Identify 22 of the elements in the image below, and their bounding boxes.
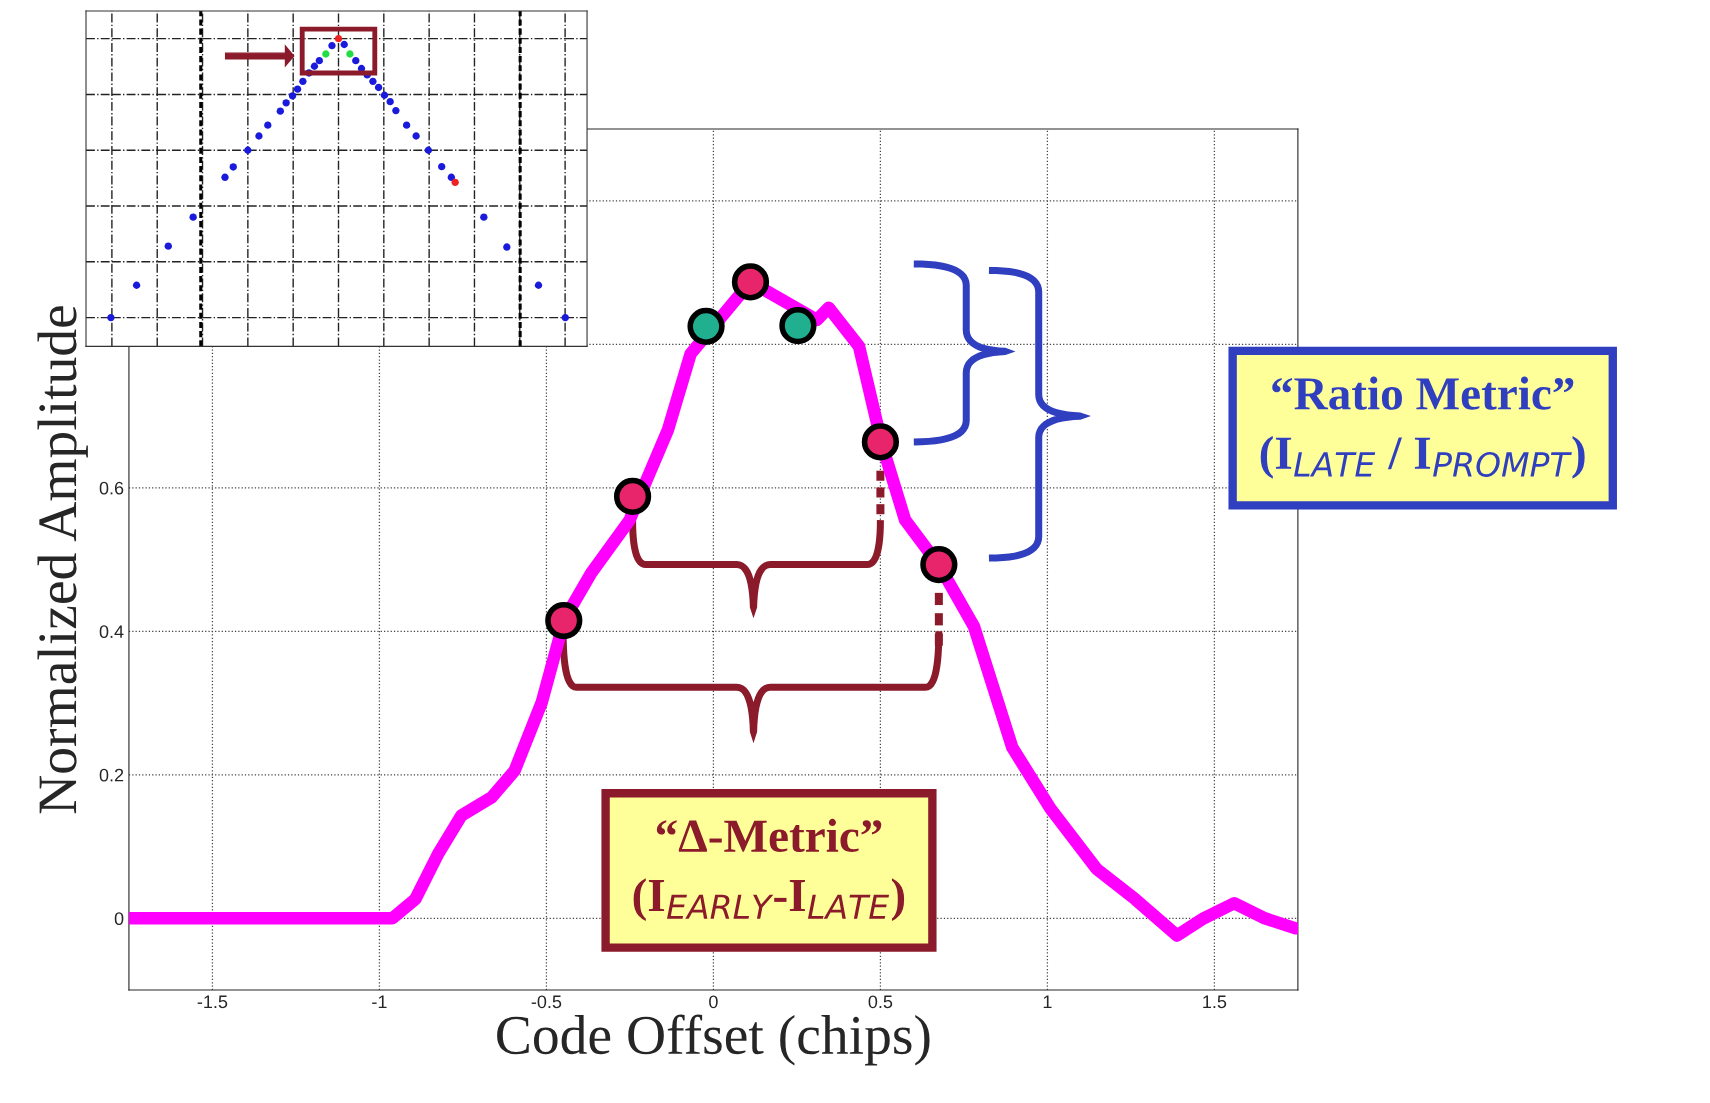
x-tick-label: 1 xyxy=(1043,995,1052,1008)
point xyxy=(545,601,583,640)
y-tick-label: 0.2 xyxy=(99,768,124,782)
annotation: “Ratio Metric” (I$_{LATE}$ / I$_{PROMPT}$) xyxy=(1260,376,1585,479)
x-tick-label: -0.5 xyxy=(531,995,562,1009)
point xyxy=(613,477,652,516)
point xyxy=(861,423,900,461)
x-tick-label: -1.5 xyxy=(197,995,228,1009)
point xyxy=(687,307,725,345)
x-tick-label: -1 xyxy=(372,995,387,1008)
point xyxy=(731,263,770,301)
x-tick-label: 0 xyxy=(709,995,718,1009)
point xyxy=(779,307,817,345)
y-tick-label: 0.4 xyxy=(99,625,124,639)
x-tick-label: 1.5 xyxy=(1203,995,1227,1009)
x-axis-title: Code Offset (chips) xyxy=(497,1014,930,1066)
x-tick-label: 0.5 xyxy=(868,995,893,1009)
y-axis-title: Normalized Amplitude xyxy=(37,306,88,814)
point xyxy=(920,545,958,584)
y-tick-label: 0 xyxy=(114,912,124,926)
annotation: “Δ-Metric” (I$_{EARLY}$-I$_{LATE}$) xyxy=(633,818,905,922)
y-tick-label: 0.6 xyxy=(99,481,124,495)
